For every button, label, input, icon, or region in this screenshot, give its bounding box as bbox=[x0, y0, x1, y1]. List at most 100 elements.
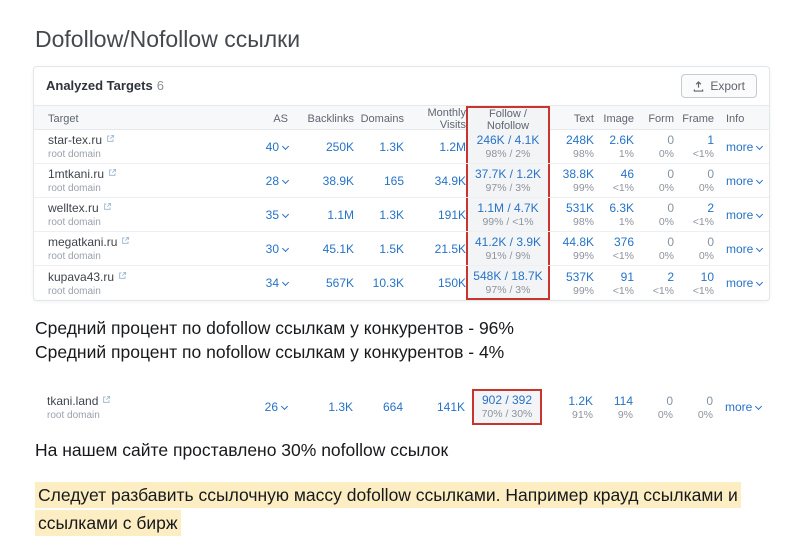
follow-nofollow-link[interactable]: 902 / 392 bbox=[481, 393, 533, 407]
form-links-link[interactable]: 0 bbox=[667, 201, 674, 215]
form-links-link[interactable]: 0 bbox=[667, 235, 674, 249]
frame-links-cell: 10 <1% bbox=[674, 266, 714, 300]
form-links-link[interactable]: 2 bbox=[667, 269, 674, 284]
chevron-down-icon[interactable] bbox=[756, 142, 764, 150]
chevron-down-icon[interactable] bbox=[756, 176, 764, 184]
domains-link[interactable]: 165 bbox=[383, 173, 404, 188]
own-site-table: tkani.land root domain 26 1.3K 664 141K … bbox=[33, 385, 770, 429]
image-links-link[interactable]: 2.6K bbox=[609, 133, 634, 147]
as-score-dropdown[interactable]: 26 bbox=[264, 400, 278, 414]
target-domain-link[interactable]: 1mtkani.ru bbox=[48, 167, 105, 181]
follow-nofollow-link[interactable]: 41.2K / 3.9K bbox=[474, 235, 542, 249]
target-domain-link[interactable]: tkani.land bbox=[47, 393, 99, 408]
domains-link[interactable]: 1.3K bbox=[379, 139, 404, 154]
frame-links-link[interactable]: 0 bbox=[707, 167, 714, 181]
as-score-dropdown[interactable]: 34 bbox=[265, 276, 279, 290]
backlinks-link[interactable]: 1.3K bbox=[328, 400, 353, 414]
competitors-table-body: star-tex.ru root domain 40 250K 1.3K 1.2… bbox=[34, 130, 769, 300]
text-links-percent: 99% bbox=[572, 182, 594, 194]
frame-links-link[interactable]: 0 bbox=[706, 393, 713, 408]
backlinks-link[interactable]: 38.9K bbox=[322, 173, 354, 188]
image-links-cell: 2.6K 1% bbox=[594, 130, 634, 163]
follow-nofollow-link[interactable]: 246K / 4.1K bbox=[476, 133, 540, 147]
info-cell: more bbox=[714, 232, 769, 265]
monthly-visits-cell: 150K bbox=[404, 266, 466, 300]
image-links-link[interactable]: 46 bbox=[620, 167, 634, 181]
chevron-down-icon[interactable] bbox=[756, 278, 764, 287]
form-links-link[interactable]: 0 bbox=[666, 393, 673, 408]
image-links-link[interactable]: 114 bbox=[613, 393, 633, 408]
image-links-cell: 46 <1% bbox=[594, 164, 634, 197]
text-links-link[interactable]: 537K bbox=[565, 269, 594, 284]
as-score-dropdown[interactable]: 35 bbox=[265, 207, 279, 222]
image-links-link[interactable]: 376 bbox=[613, 235, 634, 249]
monthly-visits-link[interactable]: 34.9K bbox=[434, 173, 466, 188]
follow-nofollow-link[interactable]: 548K / 18.7K bbox=[473, 268, 543, 283]
frame-links-percent: <1% bbox=[692, 216, 714, 228]
form-links-percent: 0% bbox=[658, 182, 674, 194]
monthly-visits-link[interactable]: 191K bbox=[437, 207, 466, 222]
follow-nofollow-link[interactable]: 37.7K / 1.2K bbox=[474, 167, 542, 181]
external-link-icon[interactable] bbox=[106, 134, 115, 143]
export-button[interactable]: Export bbox=[681, 74, 757, 98]
external-link-icon[interactable] bbox=[108, 168, 117, 177]
follow-nofollow-percent: 70% / 30% bbox=[481, 408, 533, 420]
monthly-visits-link[interactable]: 21.5K bbox=[434, 241, 466, 256]
text-links-percent: 91% bbox=[571, 408, 593, 421]
backlinks-link[interactable]: 1.1M bbox=[327, 207, 354, 222]
form-links-link[interactable]: 0 bbox=[667, 167, 674, 181]
frame-links-link[interactable]: 10 bbox=[700, 269, 714, 284]
target-domain-link[interactable]: megatkani.ru bbox=[48, 235, 118, 249]
more-button[interactable]: more bbox=[726, 241, 754, 256]
more-button[interactable]: more bbox=[726, 276, 754, 290]
image-links-link[interactable]: 91 bbox=[620, 269, 634, 284]
target-domain-link[interactable]: welltex.ru bbox=[48, 201, 99, 215]
frame-links-link[interactable]: 2 bbox=[707, 201, 714, 215]
form-links-percent: 0% bbox=[658, 148, 674, 160]
target-cell: kupava43.ru root domain bbox=[34, 266, 226, 300]
text-links-link[interactable]: 531K bbox=[565, 201, 594, 215]
col-header-info: Info bbox=[726, 113, 745, 125]
monthly-visits-link[interactable]: 141K bbox=[436, 400, 465, 414]
external-link-icon[interactable] bbox=[103, 202, 112, 211]
as-score-dropdown[interactable]: 28 bbox=[265, 173, 279, 188]
domains-link[interactable]: 664 bbox=[382, 400, 403, 414]
more-button[interactable]: more bbox=[726, 207, 754, 222]
domains-link[interactable]: 10.3K bbox=[372, 276, 404, 290]
form-links-link[interactable]: 0 bbox=[667, 133, 674, 147]
chevron-down-icon[interactable] bbox=[756, 210, 764, 218]
table-header-row: Target AS Backlinks Domains Monthly Visi… bbox=[34, 105, 769, 132]
target-domain-link[interactable]: star-tex.ru bbox=[48, 133, 103, 147]
monthly-visits-cell: 191K bbox=[404, 198, 466, 231]
chevron-down-icon[interactable] bbox=[755, 402, 763, 411]
monthly-visits-link[interactable]: 150K bbox=[437, 276, 466, 290]
follow-nofollow-link[interactable]: 1.1M / 4.7K bbox=[477, 201, 539, 215]
more-button[interactable]: more bbox=[726, 173, 754, 188]
col-header-frame: Frame bbox=[682, 113, 714, 125]
backlinks-link[interactable]: 45.1K bbox=[322, 241, 354, 256]
backlinks-link[interactable]: 250K bbox=[325, 139, 354, 154]
chevron-down-icon[interactable] bbox=[756, 244, 764, 252]
text-links-link[interactable]: 38.8K bbox=[562, 167, 594, 181]
backlinks-link[interactable]: 567K bbox=[325, 276, 354, 290]
external-link-icon[interactable] bbox=[118, 271, 127, 280]
as-score-dropdown[interactable]: 30 bbox=[265, 241, 279, 256]
frame-links-link[interactable]: 1 bbox=[707, 133, 714, 147]
text-links-link[interactable]: 44.8K bbox=[562, 235, 594, 249]
external-link-icon[interactable] bbox=[121, 236, 130, 245]
image-links-link[interactable]: 6.3K bbox=[609, 201, 634, 215]
text-links-link[interactable]: 248K bbox=[565, 133, 594, 147]
external-link-icon[interactable] bbox=[102, 395, 111, 404]
as-score-dropdown[interactable]: 40 bbox=[265, 139, 279, 154]
text-links-link[interactable]: 1.2K bbox=[568, 393, 593, 408]
domains-link[interactable]: 1.5K bbox=[379, 241, 404, 256]
image-links-cell: 114 9% bbox=[593, 385, 633, 429]
domains-link[interactable]: 1.3K bbox=[379, 207, 404, 222]
frame-links-link[interactable]: 0 bbox=[707, 235, 714, 249]
target-domain-link[interactable]: kupava43.ru bbox=[48, 269, 115, 284]
more-button[interactable]: more bbox=[725, 400, 753, 414]
monthly-visits-link[interactable]: 1.2M bbox=[439, 139, 466, 154]
more-button[interactable]: more bbox=[726, 139, 754, 154]
form-links-cell: 0 0% bbox=[633, 385, 673, 429]
form-links-percent: <1% bbox=[652, 284, 674, 297]
